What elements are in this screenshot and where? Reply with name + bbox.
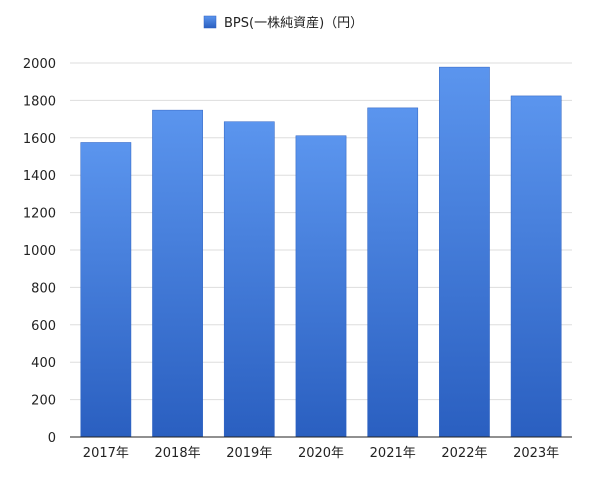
y-tick-label: 1200 xyxy=(23,207,56,222)
bar-2022年 xyxy=(439,66,490,438)
y-tick-label: 1600 xyxy=(23,132,56,147)
y-tick-label: 2000 xyxy=(23,57,56,72)
y-tick-label: 600 xyxy=(31,319,56,334)
bar-2020年 xyxy=(295,135,347,438)
y-tick-label: 200 xyxy=(31,394,56,409)
y-tick-label: 0 xyxy=(48,431,56,446)
bar-2021年 xyxy=(367,107,419,438)
bar-2023年 xyxy=(510,95,562,438)
x-tick-label: 2019年 xyxy=(226,446,272,461)
bar-2017年 xyxy=(80,142,132,438)
x-tick-label: 2020年 xyxy=(298,446,344,461)
y-axis-ticks: 0 200 400 600 800 1000 1200 1400 1600 1800 2000 xyxy=(23,57,56,446)
y-tick-label: 400 xyxy=(31,356,56,371)
bar-2018年 xyxy=(152,109,203,438)
x-tick-label: 2021年 xyxy=(370,446,416,461)
y-tick-label: 1400 xyxy=(23,169,56,184)
bars xyxy=(80,66,562,438)
legend-label: BPS(一株純資産)（円） xyxy=(224,15,363,31)
x-tick-label: 2018年 xyxy=(155,446,201,461)
y-tick-label: 800 xyxy=(31,281,56,296)
x-axis-ticks: 2017年 2018年 2019年 2020年 2021年 2022年 2023年 xyxy=(83,446,559,461)
y-tick-label: 1800 xyxy=(23,94,56,109)
x-tick-label: 2023年 xyxy=(513,446,559,461)
x-tick-label: 2022年 xyxy=(441,446,487,461)
bar-2019年 xyxy=(223,121,275,438)
legend: BPS(一株純資産)（円） xyxy=(203,15,363,31)
legend-swatch xyxy=(203,15,217,29)
x-tick-label: 2017年 xyxy=(83,446,129,461)
y-tick-label: 1000 xyxy=(23,244,56,259)
